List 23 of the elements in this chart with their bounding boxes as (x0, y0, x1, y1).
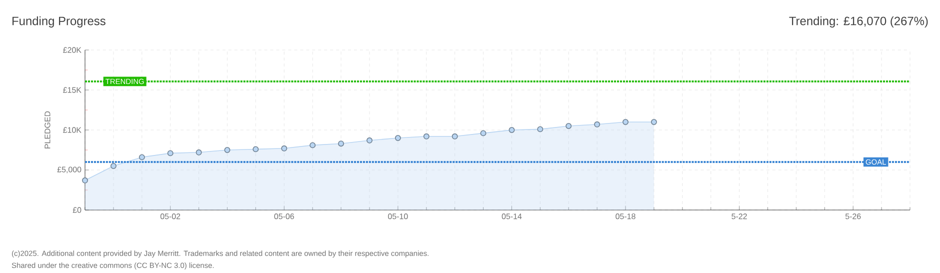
point (196, 150, 202, 156)
point (650, 119, 657, 126)
chart-title: Funding Progress (12, 16, 106, 28)
point (138, 154, 145, 160)
point (252, 146, 259, 152)
point (310, 142, 316, 148)
text: Trending: £16,070 (267%) (789, 16, 928, 28)
point (366, 138, 372, 144)
point (594, 122, 600, 128)
point (394, 135, 401, 142)
point (622, 119, 629, 126)
point (508, 127, 515, 134)
point (82, 178, 88, 184)
point (480, 130, 486, 136)
point (452, 134, 458, 140)
point (224, 147, 230, 154)
point (423, 134, 430, 140)
point (537, 126, 544, 132)
point (167, 150, 174, 156)
point (338, 140, 344, 147)
point (110, 163, 116, 170)
point (281, 146, 288, 152)
point (566, 123, 572, 130)
